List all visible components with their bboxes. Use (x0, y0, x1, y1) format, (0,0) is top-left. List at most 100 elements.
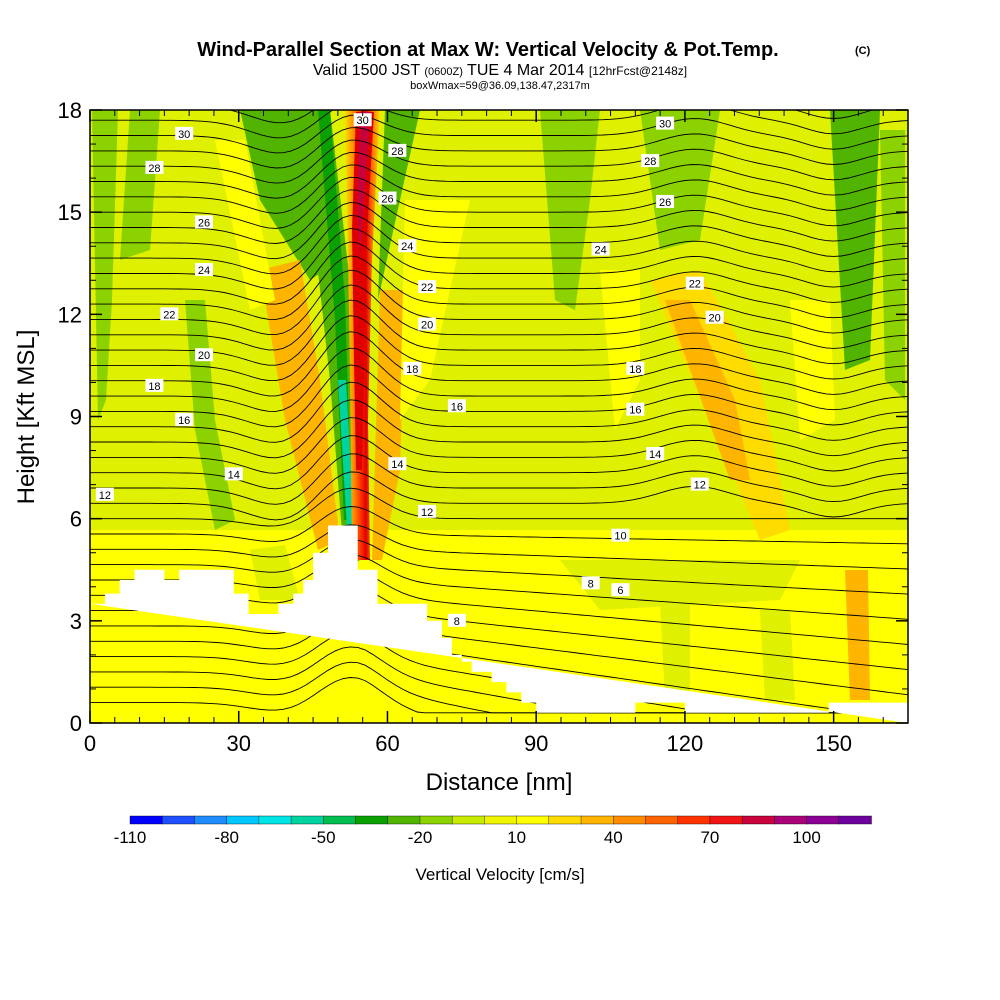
theta-label: 14 (224, 467, 243, 481)
colorbar-swatch (194, 815, 228, 825)
theta-label: 18 (626, 361, 645, 376)
theta-label: 30 (656, 116, 675, 131)
theta-label: 16 (175, 412, 194, 427)
theta-label-bg (195, 348, 214, 362)
colorbar-swatch (419, 815, 453, 825)
colorbar-swatch (258, 815, 292, 825)
theta-contour-line (90, 164, 908, 214)
colorbar (129, 815, 872, 825)
theta-label-text: 30 (357, 115, 369, 127)
theta-label: 24 (591, 242, 610, 257)
theta-contour-line (90, 347, 908, 412)
theta-contour-line (90, 506, 908, 545)
low-green-patch-2 (660, 600, 690, 700)
theta-label: 22 (160, 307, 179, 321)
theta-label-text: 22 (163, 309, 175, 321)
colorbar-swatch (645, 815, 679, 825)
colorbar-tick-label: 40 (604, 828, 623, 847)
theta-contour-line (90, 214, 908, 275)
theta-contour-line (90, 228, 908, 290)
theta-labels: 30 28 26 24 22 20 18 16 14 12 30 28 26 24 22 20 18 16 14 12… (95, 113, 724, 628)
theta-label: 6 (611, 583, 630, 597)
y-tick-label: 3 (70, 609, 82, 634)
theta-label-text: 14 (649, 449, 661, 461)
colorbar-tick-label: -20 (408, 828, 433, 847)
theta-label-bg (195, 215, 214, 229)
theta-contour-line (90, 152, 908, 199)
theta-label: 28 (641, 154, 660, 168)
theta-label-text: 6 (617, 585, 623, 597)
colorbar-swatch (129, 815, 163, 825)
theta-contour-line (90, 255, 908, 320)
far-right-yellow (790, 300, 835, 440)
theta-contour-line (90, 524, 908, 570)
theta-label-bg (224, 467, 243, 481)
theta-label-text: 28 (644, 156, 656, 168)
theta-contour-line (90, 110, 908, 139)
theta-label-bg (418, 504, 437, 518)
colorbar-swatch (548, 815, 582, 825)
theta-label-text: 28 (391, 146, 403, 158)
x-axis-ticks: 0 30 60 90 120 150 (84, 110, 884, 756)
theta-label: 26 (656, 194, 675, 209)
theta-contour-line (90, 615, 908, 714)
theta-label: 28 (388, 143, 407, 158)
theta-label-bg (145, 378, 164, 392)
theta-label: 14 (388, 457, 407, 471)
theta-label-bg (685, 276, 704, 290)
theta-label-bg (175, 412, 194, 426)
theta-label-text: 18 (629, 364, 641, 376)
valid-utc-label: (0600Z) (424, 66, 463, 78)
far-right-green (830, 110, 880, 370)
theta-label: 18 (403, 361, 422, 376)
theta-label-text: 16 (629, 405, 641, 417)
lower-green-band (560, 560, 800, 610)
theta-label-text: 24 (595, 245, 607, 257)
colorbar-swatch (613, 815, 647, 825)
theta-label-text: 8 (588, 578, 594, 590)
theta-label-text: 20 (198, 350, 210, 362)
theta-label-text: 30 (178, 129, 190, 141)
green-band-1 (120, 110, 160, 260)
theta-label-text: 24 (401, 241, 413, 253)
theta-contour-line (90, 114, 908, 154)
theta-label-text: 30 (659, 119, 671, 131)
plot-area: 30 28 26 24 22 20 18 16 14 12 30 28 26 24 22 20 18 16 14 12… (90, 110, 908, 723)
lower-right-orange (845, 570, 870, 700)
yellow-band-4 (600, 270, 640, 430)
low-green-patch-3 (760, 610, 795, 700)
colorbar-swatch (290, 815, 325, 825)
colorbar-swatch (226, 815, 260, 825)
theta-label: 28 (145, 160, 164, 175)
colorbar-tick-label: -80 (214, 828, 239, 847)
y-tick-label: 18 (58, 98, 82, 123)
theta-contour-line (90, 139, 908, 184)
colorbar-tick-label: -50 (311, 828, 336, 847)
theta-label-text: 8 (454, 616, 460, 628)
theta-label: 26 (195, 215, 214, 229)
y-axis-ticks: 0 3 6 9 12 15 18 (58, 98, 908, 736)
theta-contour-line (90, 364, 908, 428)
theta-label-text: 18 (148, 381, 160, 393)
y-tick-label: 6 (70, 507, 82, 532)
theta-contour-line (90, 331, 908, 397)
colorbar-tick-label: 100 (792, 828, 820, 847)
theta-label-text: 22 (421, 282, 433, 294)
theta-label: 18 (145, 378, 164, 393)
yellow-band-2 (215, 140, 275, 310)
cyan-core (338, 380, 355, 545)
orange-band-1 (260, 260, 340, 550)
colorbar-swatch (838, 815, 872, 825)
theta-label: 12 (418, 504, 437, 519)
colorbar-swatch (162, 815, 196, 825)
right-orange-core (665, 300, 750, 480)
main-updraft-peak (357, 112, 370, 260)
theta-label: 22 (418, 280, 437, 294)
theta-label: 20 (195, 348, 214, 362)
theta-contour-line (90, 269, 908, 336)
theta-label-bg (195, 263, 214, 277)
theta-contour-line (90, 600, 908, 696)
colorbar-swatch (806, 815, 840, 825)
theta-label-bg (591, 242, 610, 256)
theta-label-bg (626, 402, 645, 416)
